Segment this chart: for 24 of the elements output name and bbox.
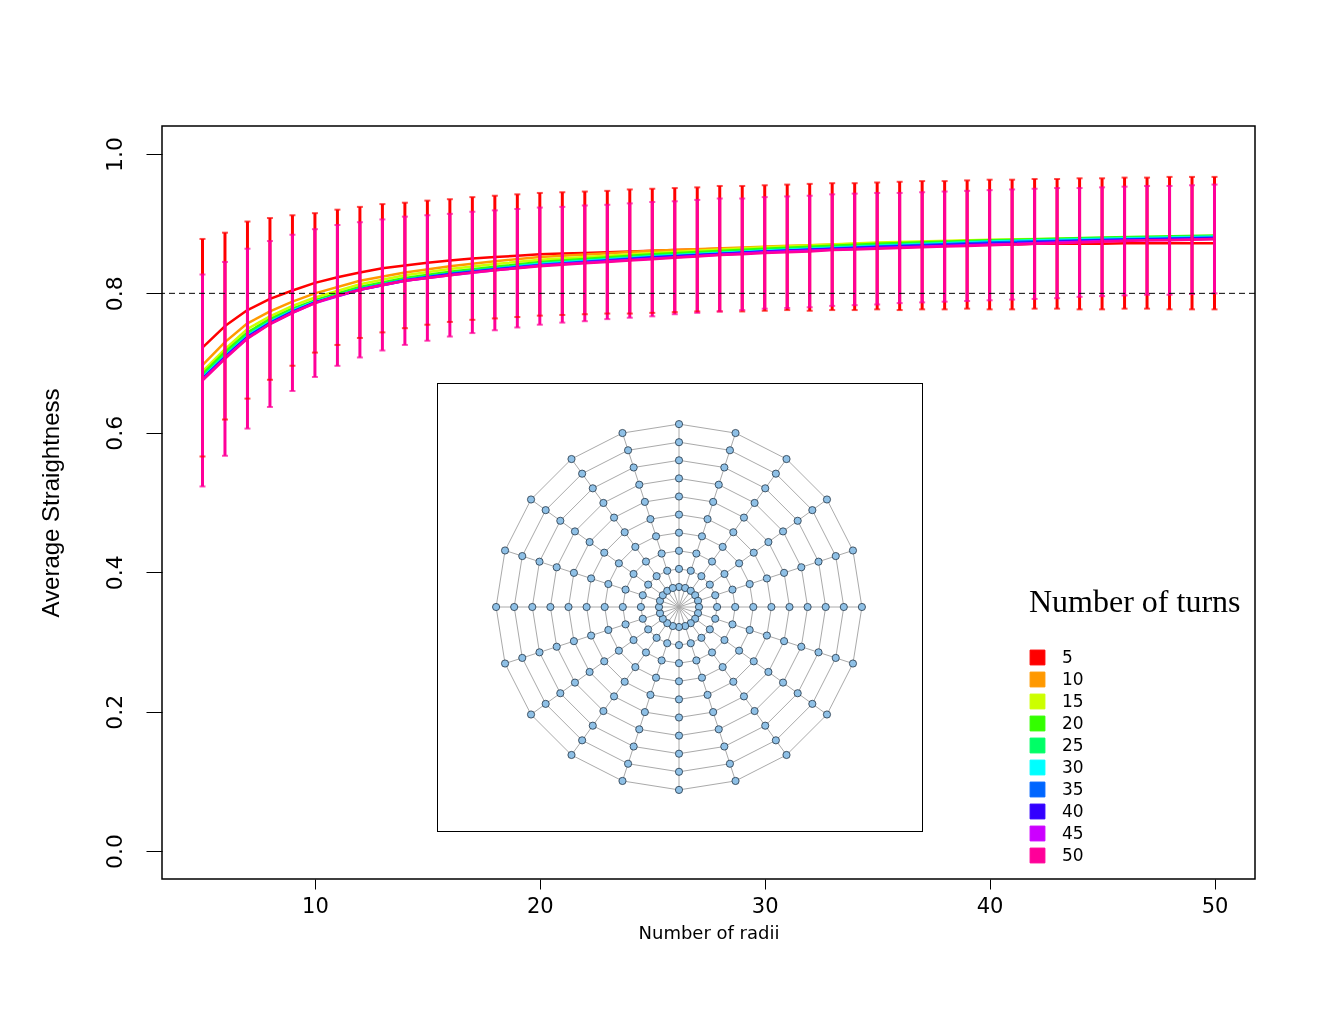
- y-tick-label: 0.6: [101, 415, 127, 451]
- y-axis-title: Average Straightness: [36, 388, 64, 618]
- legend-label: 15: [1062, 690, 1084, 711]
- y-tick-label: 1.0: [101, 136, 127, 172]
- legend-label: 25: [1062, 734, 1084, 755]
- legend-label: 40: [1062, 800, 1084, 821]
- x-tick-label: 20: [526, 893, 554, 918]
- y-tick-label: 0.4: [101, 555, 127, 591]
- legend-label: 10: [1062, 668, 1084, 689]
- y-tick-label: 0.8: [101, 276, 127, 312]
- x-axis-title: Number of radii: [638, 921, 780, 943]
- y-tick-label: 0.2: [101, 694, 127, 730]
- y-tick-label: 0.0: [101, 834, 127, 870]
- x-tick-label: 50: [1201, 893, 1229, 918]
- legend-label: 20: [1062, 712, 1084, 733]
- legend-label: 30: [1062, 756, 1084, 777]
- legend-label: 5: [1062, 646, 1073, 667]
- x-tick-label: 10: [302, 893, 329, 918]
- x-tick-label: 40: [976, 893, 1004, 918]
- legend-title: Number of turns: [1029, 583, 1241, 619]
- legend-label: 50: [1062, 844, 1084, 865]
- legend-label: 35: [1062, 778, 1084, 799]
- x-tick-label: 30: [751, 893, 779, 918]
- legend-label: 45: [1062, 822, 1084, 843]
